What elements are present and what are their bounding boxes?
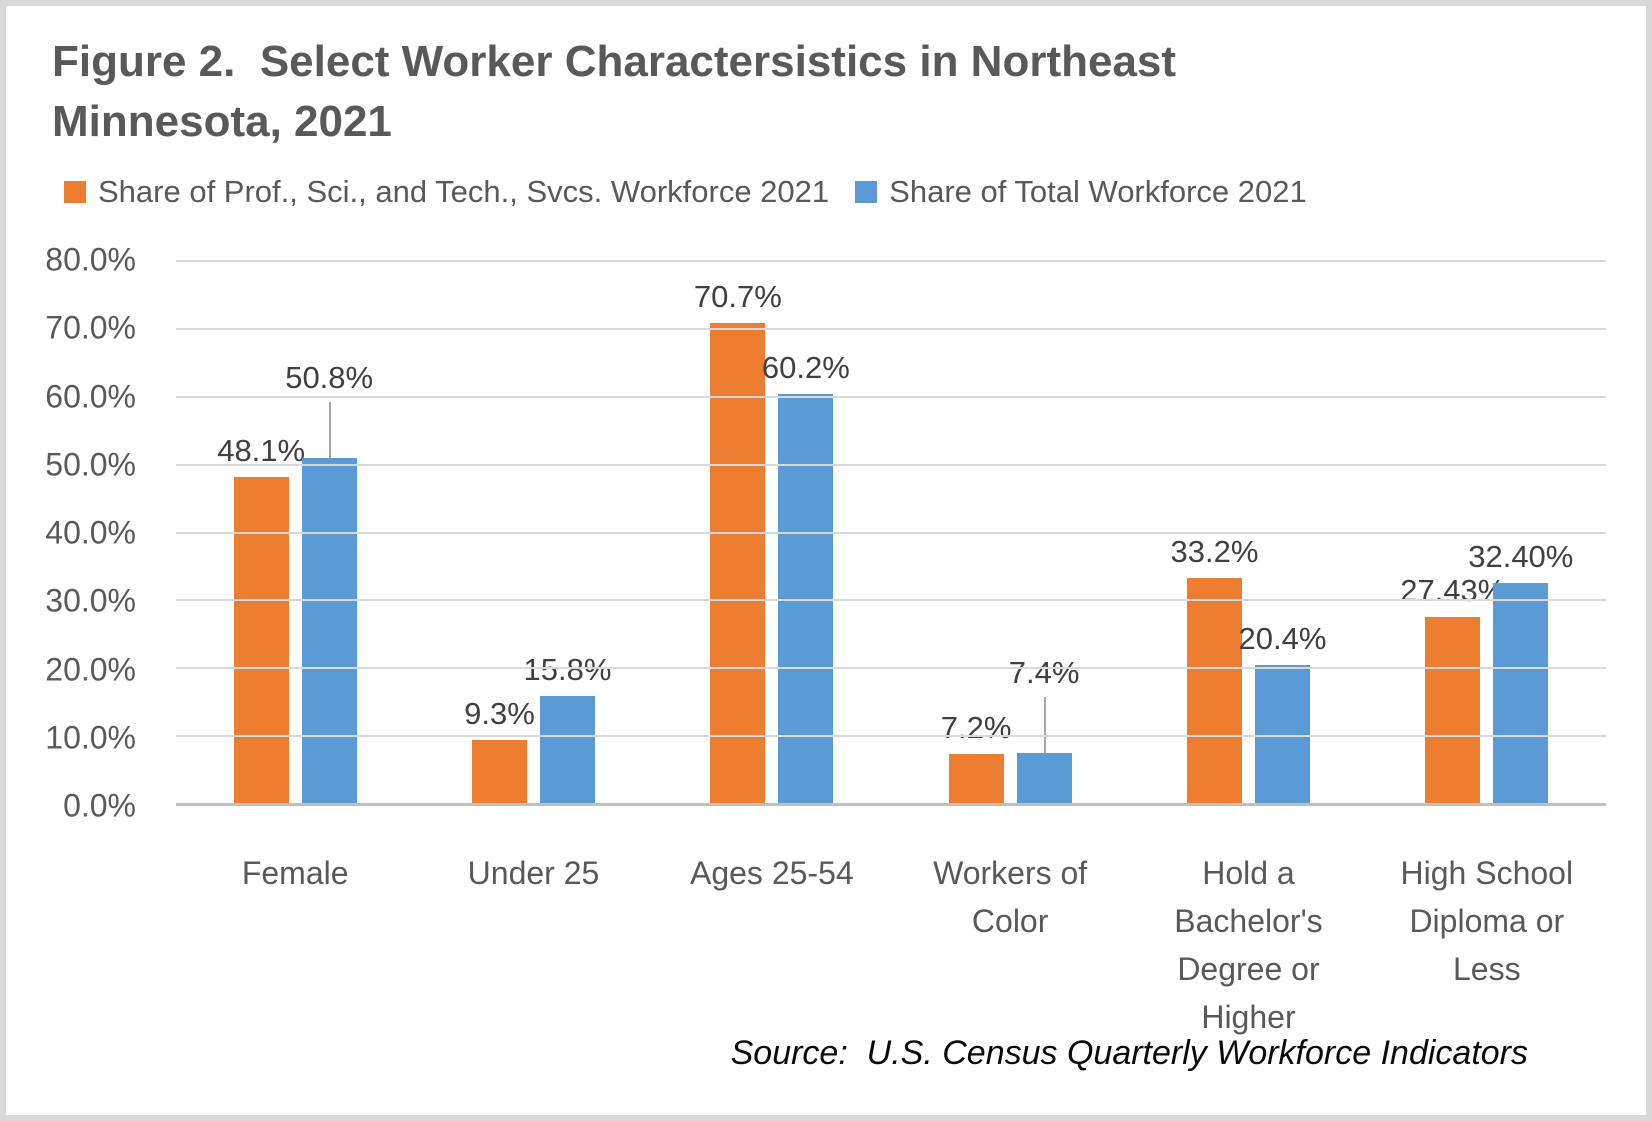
gridline bbox=[176, 463, 1606, 466]
x-axis-cell: Hold a Bachelor's Degree or Higher bbox=[1129, 849, 1367, 1041]
category-label: Female bbox=[241, 855, 349, 891]
legend-item-prof-sci-tech: Share of Prof., Sci., and Tech., Svcs. W… bbox=[64, 174, 829, 210]
y-tick-label: 40.0% bbox=[45, 514, 136, 551]
bar-value-label: 20.4% bbox=[1238, 620, 1327, 656]
bar-total-workforce-under-25: 15.8% bbox=[524, 652, 611, 803]
y-tick-label: 10.0% bbox=[45, 719, 136, 756]
x-axis-cell: Workers of Color bbox=[891, 849, 1129, 1041]
gridline bbox=[176, 735, 1606, 738]
y-tick-label: 80.0% bbox=[45, 241, 136, 278]
bar-prof-sci-tech-hold-a-bachelor-s-degree-or-higher: 33.2% bbox=[1171, 534, 1258, 803]
legend: Share of Prof., Sci., and Tech., Svcs. W… bbox=[64, 174, 1307, 210]
chart-title: Figure 2. Select Worker Charactersistics… bbox=[52, 37, 1189, 146]
category-label: Ages 25-54 bbox=[689, 855, 854, 891]
bar-prof-sci-tech-female: 48.1% bbox=[217, 433, 305, 803]
bar-value-label: 33.2% bbox=[1170, 533, 1259, 569]
gridline bbox=[176, 599, 1606, 602]
plot-area: 48.1% 50.8% 9.3% 15.8% 70.7% 60.2% 7.2% 7.4% 33.… bbox=[176, 260, 1606, 806]
bar-group-female: 48.1% 50.8% bbox=[176, 260, 414, 803]
y-tick-label: 70.0% bbox=[45, 309, 136, 346]
leader-line bbox=[1044, 696, 1047, 753]
bar-total-workforce-hold-a-bachelor-s-degree-or-higher: 20.4% bbox=[1239, 621, 1326, 803]
leader-line bbox=[329, 402, 332, 459]
bar-total-workforce-female: 50.8% bbox=[285, 360, 373, 803]
gridline bbox=[176, 395, 1606, 398]
bar-value-label: 7.2% bbox=[940, 710, 1012, 746]
gridline bbox=[176, 260, 1606, 262]
y-axis: 80.0% 70.0% 60.0% 50.0% 40.0% 30.0% 20.0% 10.0%… bbox=[6, 242, 154, 824]
bar-total-workforce-ages-25-54: 60.2% bbox=[762, 350, 850, 803]
category-label: Workers of Color bbox=[933, 855, 1088, 939]
bar-value-label: 48.1% bbox=[217, 432, 306, 468]
bar-total-workforce-workers-of-color: 7.4% bbox=[1009, 655, 1079, 803]
category-label: Hold a Bachelor's Degree or Higher bbox=[1174, 855, 1323, 1035]
bar-value-label: 32.40% bbox=[1468, 539, 1574, 575]
gridline bbox=[176, 531, 1606, 534]
x-axis-cell: Ages 25-54 bbox=[653, 849, 891, 1041]
bar-value-label: 27.43% bbox=[1400, 572, 1506, 608]
bar-prof-sci-tech-workers-of-color: 7.2% bbox=[941, 710, 1011, 803]
legend-label-total-workforce: Share of Total Workforce 2021 bbox=[889, 174, 1307, 209]
category-label: High School Diploma or Less bbox=[1400, 855, 1574, 987]
bar-value-label: 60.2% bbox=[761, 350, 850, 386]
bar-total-workforce-high-school-diploma-or-less: 32.40% bbox=[1468, 539, 1573, 803]
y-tick-label: 20.0% bbox=[45, 651, 136, 687]
bar-group-high-school-diploma-or-less: 27.43% 32.40% bbox=[1368, 260, 1606, 803]
y-tick-label: 50.0% bbox=[45, 446, 136, 483]
x-axis-cell: Under 25 bbox=[414, 849, 652, 1041]
bar-group-workers-of-color: 7.2% 7.4% bbox=[891, 260, 1129, 803]
bar-value-label: 7.4% bbox=[1008, 654, 1080, 690]
gridline bbox=[176, 327, 1606, 330]
bar-group-under-25: 9.3% 15.8% bbox=[414, 260, 652, 803]
x-axis-cell: High School Diploma or Less bbox=[1368, 849, 1606, 1041]
y-tick-label: 60.0% bbox=[45, 378, 136, 414]
gridline bbox=[176, 667, 1606, 670]
bar-group-hold-a-bachelor-s-degree-or-higher: 33.2% 20.4% bbox=[1129, 260, 1367, 803]
legend-swatch-prof-sci-tech-icon bbox=[64, 181, 86, 203]
y-tick-label: 0.0% bbox=[63, 787, 136, 824]
legend-swatch-total-workforce-icon bbox=[855, 181, 878, 203]
bar-value-label: 15.8% bbox=[523, 651, 612, 687]
bar-prof-sci-tech-high-school-diploma-or-less: 27.43% bbox=[1400, 573, 1505, 803]
x-axis-cell: Female bbox=[176, 849, 414, 1041]
bar-prof-sci-tech-ages-25-54: 70.7% bbox=[694, 279, 782, 803]
bar-group-ages-25-54: 70.7% 60.2% bbox=[653, 260, 891, 803]
x-axis: Female Under 25 Ages 25-54 Workers of Color… bbox=[176, 849, 1606, 1041]
bar-value-label: 50.8% bbox=[285, 360, 374, 396]
y-tick-label: 30.0% bbox=[45, 582, 136, 619]
source-note: Source: U.S. Census Quarterly Workforce … bbox=[730, 1034, 1528, 1072]
bar-value-label: 70.7% bbox=[693, 279, 782, 315]
legend-item-total-workforce: Share of Total Workforce 2021 bbox=[855, 174, 1307, 210]
bar-groups: 48.1% 50.8% 9.3% 15.8% 70.7% 60.2% 7.2% 7.4% 33.… bbox=[176, 260, 1606, 803]
bar-prof-sci-tech-under-25: 9.3% bbox=[464, 696, 535, 803]
bar-value-label: 9.3% bbox=[464, 695, 535, 731]
category-label: Under 25 bbox=[467, 855, 600, 891]
legend-label-prof-sci-tech: Share of Prof., Sci., and Tech., Svcs. W… bbox=[98, 174, 830, 209]
